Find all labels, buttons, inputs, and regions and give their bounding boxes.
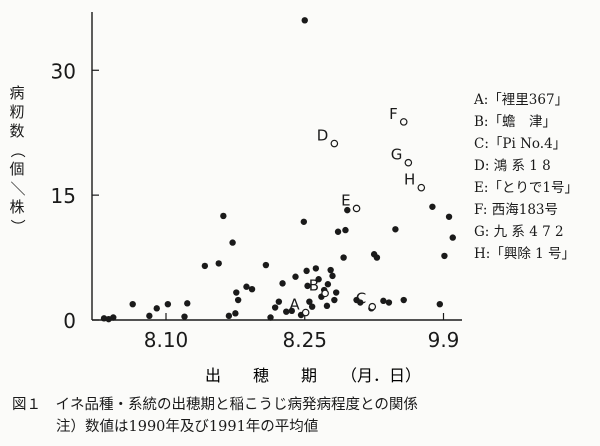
- y-axis-label: 病籾数（個／株）: [8, 84, 27, 234]
- data-point: [153, 305, 160, 312]
- data-point: [146, 312, 153, 320]
- data-point: [184, 300, 191, 307]
- data-point: [342, 226, 349, 234]
- data-point: [329, 272, 336, 280]
- data-point: [243, 283, 250, 290]
- x-axis-label: 出 穂 期 （月．日）: [205, 366, 421, 385]
- data-point: [300, 218, 308, 225]
- figure-caption: 図１ イネ品種・系統の出穂期と稲こうじ病発病程度との関係 注）数値は1990年及…: [12, 394, 418, 438]
- data-point: [283, 308, 290, 315]
- point-label-g: G: [391, 146, 403, 164]
- x-tick-label: 9.9: [428, 328, 460, 352]
- data-point: [331, 296, 338, 304]
- legend-entry: C:「Pi No.4」: [474, 136, 567, 152]
- labeled-point-a: [301, 308, 310, 317]
- data-point: [340, 254, 347, 261]
- data-point: [449, 234, 456, 241]
- data-point: [234, 296, 242, 304]
- data-point: [436, 300, 443, 308]
- data-point: [308, 303, 316, 310]
- caption-title: 図１ イネ品種・系統の出穂期と稲こうじ病発病程度との関係: [12, 397, 418, 413]
- labeled-points: AB C D E F GH: [289, 105, 426, 317]
- point-label-a: A: [289, 296, 300, 314]
- labeled-point-e: [352, 204, 361, 213]
- data-point: [392, 226, 399, 233]
- legend-entry: E:「とりで1号」: [474, 180, 578, 196]
- data-point: [344, 206, 351, 214]
- data-point: [441, 252, 448, 260]
- point-label-f: F: [389, 105, 398, 123]
- data-point: [275, 298, 283, 305]
- legend-entry: G: 九 系 4 7 2: [474, 224, 564, 240]
- data-point: [385, 299, 393, 306]
- legend-entry: B:「蟾 津」: [474, 114, 556, 130]
- data-point: [312, 265, 320, 272]
- data-point: [164, 300, 172, 308]
- y-tick-label: 15: [51, 184, 76, 208]
- labeled-point-b: [321, 289, 329, 298]
- point-label-d: D: [317, 127, 329, 145]
- legend: A:「裡里367」 B:「蟾 津」 C:「Pi No.4」 D: 鴻 系 1 8 E:「…: [474, 89, 578, 265]
- point-label-h: H: [404, 171, 415, 189]
- data-point: [129, 300, 136, 308]
- y-tick-label: 0: [63, 309, 76, 333]
- data-point: [400, 296, 407, 304]
- point-label-e: E: [341, 191, 350, 209]
- point-label-b: B: [309, 276, 319, 294]
- labeled-point-g: [404, 158, 413, 167]
- data-point: [225, 312, 233, 320]
- legend-entry: H:「興除 1 号」: [474, 246, 575, 262]
- data-point: [301, 17, 308, 24]
- data-point: [334, 228, 342, 235]
- data-point: [232, 310, 239, 317]
- data-point: [229, 239, 236, 246]
- legend-entry: D: 鴻 系 1 8: [474, 158, 551, 174]
- data-point: [248, 286, 256, 293]
- data-point: [306, 298, 313, 305]
- y-tick-label: 30: [51, 59, 76, 83]
- data-points: [100, 17, 456, 323]
- data-point: [110, 314, 117, 321]
- data-point: [262, 261, 270, 269]
- data-point: [303, 267, 310, 275]
- data-point: [373, 254, 381, 261]
- data-point: [279, 280, 286, 287]
- data-point: [267, 314, 274, 321]
- data-point: [201, 262, 209, 270]
- labeled-point-c: [368, 302, 377, 311]
- data-point: [288, 307, 295, 315]
- data-point: [380, 297, 387, 305]
- point-label-c: C: [356, 290, 366, 308]
- data-point: [327, 266, 334, 274]
- data-point: [323, 302, 331, 310]
- data-point: [304, 282, 311, 290]
- data-point: [215, 260, 222, 267]
- data-point: [445, 213, 453, 220]
- labeled-point-h: [417, 183, 426, 192]
- labeled-point-d: [330, 139, 339, 148]
- data-point: [220, 212, 227, 220]
- data-point: [233, 289, 240, 296]
- x-tick-label: 8.10: [144, 328, 189, 352]
- axis-ticks: 0 15 30 8.10 8.25 9.9: [51, 59, 460, 352]
- x-tick-label: 8.25: [282, 328, 327, 352]
- data-point: [315, 276, 322, 283]
- data-point: [429, 203, 436, 210]
- data-point: [333, 289, 340, 296]
- data-point: [324, 281, 332, 288]
- legend-entry: F: 西海183号: [474, 202, 558, 218]
- legend-entry: A:「裡里367」: [474, 92, 569, 108]
- axes: [91, 12, 462, 321]
- data-point: [181, 313, 188, 320]
- data-point: [292, 273, 299, 280]
- caption-note: 注）数値は1990年及び1991年の平均値: [56, 419, 319, 435]
- data-point: [357, 299, 364, 306]
- data-point: [271, 304, 279, 311]
- labeled-point-f: [399, 118, 408, 126]
